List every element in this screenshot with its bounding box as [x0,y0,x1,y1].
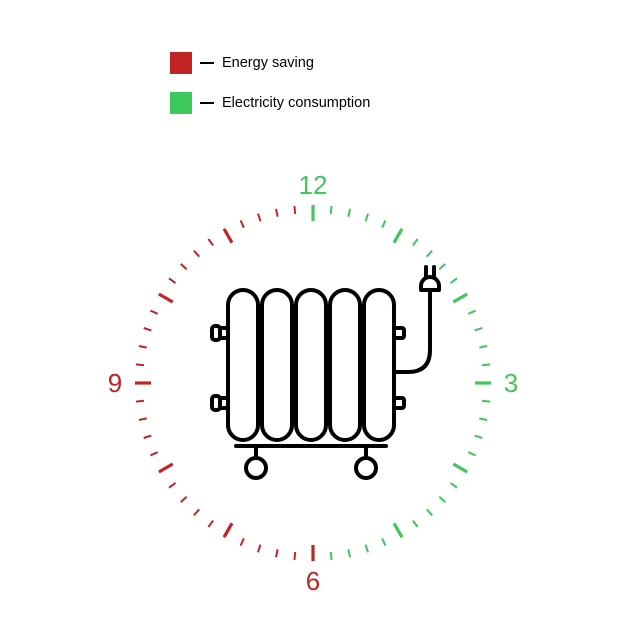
clock-tick [150,311,157,314]
clock-tick [194,509,199,515]
legend-label-consumption: Electricity consumption [222,95,370,111]
radiator-fin [364,290,394,440]
clock-tick [169,278,175,283]
legend-item-consumption: Electricity consumption [170,92,370,114]
clock-hour-9: 9 [108,368,122,398]
clock-tick [331,206,332,214]
clock-tick [276,549,278,557]
clock-hour-6: 6 [306,566,320,596]
clock-tick [427,509,432,515]
clock-tick [241,538,244,545]
legend-swatch-saving [170,52,192,74]
clock-tick [144,436,152,438]
clock-tick [427,251,432,257]
legend-dash [200,102,214,104]
clock-tick [394,229,402,243]
radiator-fin [296,290,326,440]
clock-tick [451,483,457,488]
clock-tick [382,220,385,227]
clock-tick [468,452,475,455]
radiator-knob [212,396,220,410]
clock-tick [348,549,350,557]
clock-tick [139,418,147,420]
clock-tick [169,483,175,488]
clock-tick [294,206,295,214]
legend-swatch-consumption [170,92,192,114]
clock-tick [208,521,213,527]
radiator-fin [330,290,360,440]
clock-tick [258,545,260,553]
radiator-wheel-icon [356,458,376,478]
clock-tick [479,418,487,420]
legend-label-saving: Energy saving [222,55,314,71]
clock-tick [366,545,368,553]
clock-tick [382,538,385,545]
legend: Energy saving Electricity consumption [170,52,370,132]
clock-tick [181,264,187,269]
clock-tick [394,523,402,537]
clock-tick [468,311,475,314]
clock-tick [276,209,278,217]
clock-tick [208,239,213,245]
radiator-fin [228,290,258,440]
clock-tick [413,521,418,527]
radiator-wheel-icon [246,458,266,478]
clock-tick [159,294,173,302]
clock-dial: 12 3 6 9 [100,170,526,596]
clock-tick [144,328,152,330]
plug-icon [421,277,439,290]
clock-tick [331,552,332,560]
legend-dash [200,62,214,64]
clock-tick [224,229,232,243]
clock-tick [258,214,260,222]
legend-item-saving: Energy saving [170,52,370,74]
clock-tick [136,364,144,365]
clock-tick [150,452,157,455]
clock-tick [136,401,144,402]
clock-tick [482,364,490,365]
clock-tick [294,552,295,560]
clock-tick [479,346,487,348]
clock-tick [453,464,467,472]
clock-tick [451,278,457,283]
clock-tick [194,251,199,257]
clock-tick [348,209,350,217]
clock-tick [241,220,244,227]
clock-tick [439,497,445,502]
clock-tick [181,497,187,502]
clock-tick [439,264,445,269]
clock-tick [475,328,483,330]
clock-tick [482,401,490,402]
clock-tick [159,464,173,472]
radiator-knob [212,326,220,340]
clock-hour-3: 3 [504,368,518,398]
clock-hour-12: 12 [299,170,328,200]
radiator-fin [262,290,292,440]
clock-tick [139,346,147,348]
clock-tick [453,294,467,302]
clock-tick [413,239,418,245]
clock-tick [224,523,232,537]
clock-tick [475,436,483,438]
clock-tick [366,214,368,222]
